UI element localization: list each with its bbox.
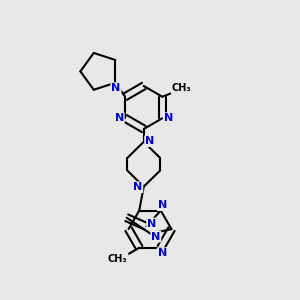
Text: N: N: [158, 200, 167, 210]
Text: N: N: [164, 113, 173, 123]
Text: N: N: [115, 113, 124, 123]
Text: N: N: [133, 182, 142, 192]
Text: N: N: [151, 232, 160, 242]
Text: N: N: [158, 248, 167, 258]
Text: CH₃: CH₃: [172, 83, 191, 94]
Text: N: N: [145, 136, 154, 146]
Text: N: N: [111, 83, 121, 93]
Text: N: N: [147, 218, 156, 229]
Text: CH₃: CH₃: [108, 254, 128, 264]
